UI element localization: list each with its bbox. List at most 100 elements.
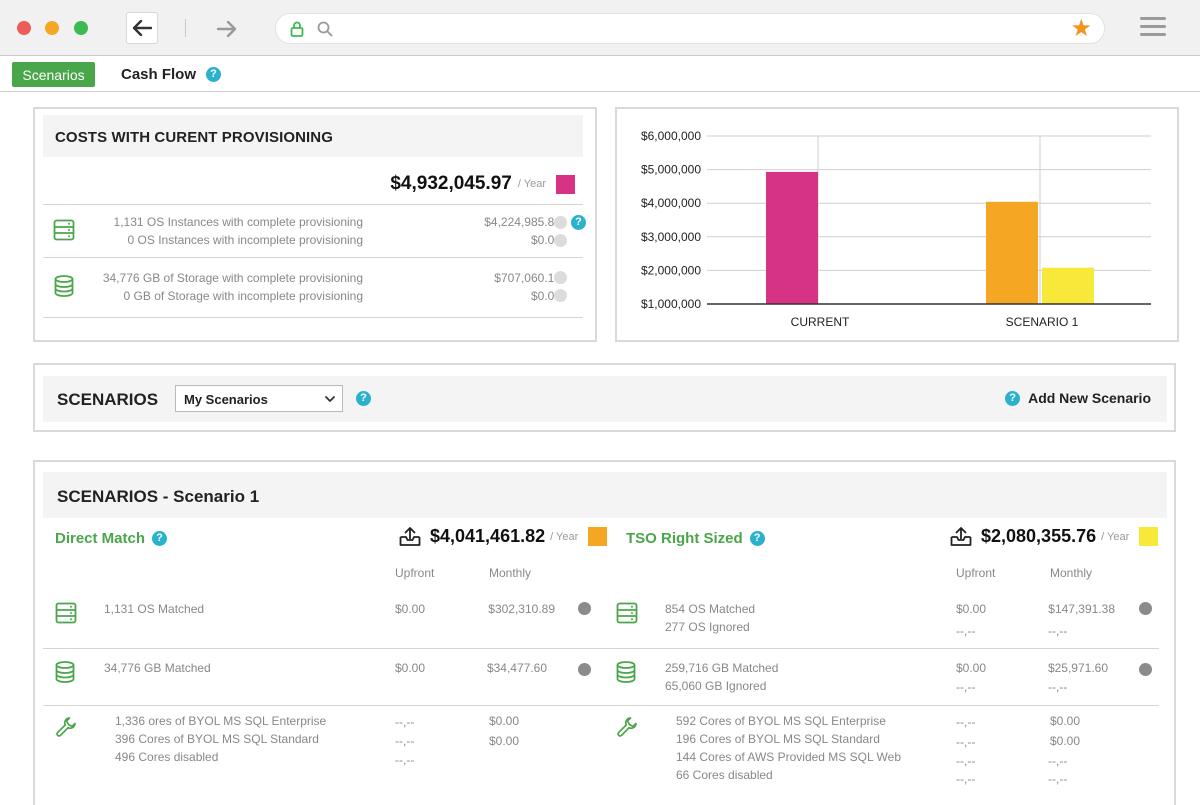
- upload-tray-icon[interactable]: [950, 526, 972, 547]
- scenario-filter-select[interactable]: My Scenarios: [175, 385, 343, 412]
- tso-os-upfront: $0.00: [956, 602, 987, 616]
- tso-os-upfront-2: --,--: [956, 624, 976, 638]
- upfront-column-header: Upfront: [956, 566, 996, 580]
- costs-total: $4,932,045.97 / Year: [390, 173, 575, 195]
- wrench-icon: [56, 717, 76, 737]
- cost-comparison-chart-panel: $1,000,000 $2,000,000 $3,000,000 $4,000,000…: [615, 107, 1179, 342]
- direct-sql-monthly-1: $0.00: [489, 714, 520, 728]
- direct-storage-upfront: $0.00: [395, 661, 426, 675]
- tso-right-sized-amount: $2,080,355.76: [981, 526, 1097, 546]
- os-complete-value: $4,224,985.82: [484, 215, 561, 229]
- tso-storage-matched: 259,716 GB Matched: [665, 661, 779, 675]
- upfront-column-header: Upfront: [395, 566, 435, 580]
- divider: [43, 705, 1159, 706]
- direct-os-matched: 1,131 OS Matched: [104, 602, 205, 616]
- forward-button[interactable]: [212, 14, 242, 44]
- status-dot: [554, 216, 567, 229]
- maximize-window-button[interactable]: [74, 21, 88, 35]
- direct-storage-monthly: $34,477.60: [486, 661, 547, 675]
- tso-os-matched: 854 OS Matched: [665, 602, 756, 616]
- divider: [43, 317, 583, 318]
- y-tick-label: $4,000,000: [641, 196, 701, 210]
- per-year-label: / Year: [550, 530, 579, 543]
- direct-match-amount: $4,041,461.82: [430, 526, 546, 546]
- bar-scenario-1: [986, 201, 1038, 304]
- database-icon: [54, 275, 74, 297]
- chevron-down-icon: [325, 396, 335, 402]
- x-tick-label: CURRENT: [791, 315, 850, 329]
- y-tick-label: $6,000,000: [641, 129, 701, 143]
- tso-sql-monthly-2: $0.00: [1050, 734, 1081, 748]
- divider: [43, 204, 583, 205]
- scenarios-button[interactable]: Scenarios: [12, 62, 95, 87]
- status-dot: [578, 663, 591, 676]
- tso-storage-monthly: $25,971.60: [1047, 661, 1108, 675]
- tso-sql-upfront-3: --,--: [956, 754, 976, 768]
- tso-storage-upfront-2: --,--: [956, 680, 976, 694]
- tso-storage-monthly-2: --,--: [1048, 680, 1068, 694]
- bookmark-star-icon[interactable]: ★: [1070, 15, 1092, 42]
- current-costs-panel: COSTS WITH CURENT PROVISIONING $4,932,04…: [33, 107, 597, 342]
- y-tick-label: $1,000,000: [641, 297, 701, 311]
- help-icon[interactable]: ?: [152, 531, 168, 546]
- address-bar[interactable]: ★: [275, 13, 1105, 44]
- tso-right-sized-label: TSO Right Sized: [626, 530, 743, 547]
- close-window-button[interactable]: [17, 21, 31, 35]
- direct-sql-upfront-1: --,--: [395, 715, 415, 729]
- scenario-detail-title: SCENARIOS - Scenario 1: [57, 487, 260, 506]
- app-header: Scenarios Cash Flow ?: [0, 57, 1200, 92]
- direct-sql-line-3: 496 Cores disabled: [115, 750, 219, 764]
- direct-sql-upfront-2: --,--: [395, 734, 415, 748]
- direct-sql-monthly-2: $0.00: [489, 734, 520, 748]
- status-dot: [554, 234, 567, 247]
- status-dot: [554, 271, 567, 284]
- add-new-scenario-button[interactable]: ? Add New Scenario: [1005, 390, 1151, 406]
- tso-right-sized-total: $2,080,355.76 / Year: [950, 526, 1159, 547]
- divider: [43, 257, 583, 258]
- tso-sql-line-2: 196 Cores of BYOL MS SQL Standard: [676, 732, 880, 746]
- help-icon[interactable]: ?: [356, 391, 371, 406]
- server-icon: [616, 602, 638, 624]
- help-icon[interactable]: ?: [571, 215, 586, 230]
- nav-divider: [185, 19, 186, 37]
- current-color-swatch: [556, 174, 575, 194]
- arrow-left-icon: [132, 20, 152, 36]
- page-title: Cash Flow: [121, 66, 197, 83]
- scenario-detail-header: SCENARIOS - Scenario 1: [43, 472, 1167, 518]
- add-new-scenario-label: Add New Scenario: [1028, 390, 1151, 406]
- tso-sql-monthly-1: $0.00: [1050, 714, 1081, 728]
- direct-match-color-swatch: [588, 527, 608, 546]
- scenarios-toolbar-inner: SCENARIOS My Scenarios ? ? Add New Scena…: [43, 376, 1167, 422]
- divider: [43, 648, 1159, 649]
- os-incomplete-label: 0 OS Instances with incomplete provision…: [127, 233, 363, 247]
- tso-sql-upfront-4: --,--: [956, 772, 976, 786]
- help-icon[interactable]: ?: [206, 67, 221, 82]
- costs-total-amount: $4,932,045.97: [390, 173, 512, 194]
- scenario-detail-panel: SCENARIOS - Scenario 1 Direct Match ? $4…: [33, 460, 1176, 805]
- tso-storage-ignored: 65,060 GB Ignored: [665, 679, 767, 693]
- direct-os-monthly: $302,310.89: [488, 602, 555, 616]
- per-year-label: / Year: [517, 178, 546, 190]
- tso-sql-monthly-4: --,--: [1048, 772, 1068, 786]
- search-icon: [317, 21, 333, 37]
- back-button[interactable]: [126, 12, 158, 44]
- tso-color-swatch: [1139, 527, 1159, 546]
- tso-right-sized-title: TSO Right Sized ?: [626, 530, 765, 547]
- os-incomplete-value: $0.00: [530, 233, 561, 247]
- tso-sql-monthly-3: --,--: [1048, 754, 1068, 768]
- direct-match-total: $4,041,461.82 / Year: [399, 526, 608, 547]
- tso-os-ignored: 277 OS Ignored: [665, 620, 750, 634]
- storage-complete-label: 34,776 GB of Storage with complete provi…: [102, 271, 363, 285]
- upload-tray-icon[interactable]: [399, 526, 421, 547]
- costs-header: COSTS WITH CURENT PROVISIONING: [43, 115, 583, 157]
- status-dot: [1139, 663, 1152, 676]
- costs-title: COSTS WITH CURENT PROVISIONING: [55, 129, 334, 146]
- direct-sql-line-1: 1,336 ores of BYOL MS SQL Enterprise: [115, 714, 327, 728]
- direct-sql-line-2: 396 Cores of BYOL MS SQL Standard: [115, 732, 319, 746]
- minimize-window-button[interactable]: [45, 21, 59, 35]
- database-icon: [616, 661, 636, 683]
- direct-match-label: Direct Match: [55, 530, 146, 547]
- scenarios-toolbar: SCENARIOS My Scenarios ? ? Add New Scena…: [33, 363, 1176, 432]
- help-icon[interactable]: ?: [749, 531, 765, 546]
- hamburger-menu-icon[interactable]: [1140, 17, 1166, 39]
